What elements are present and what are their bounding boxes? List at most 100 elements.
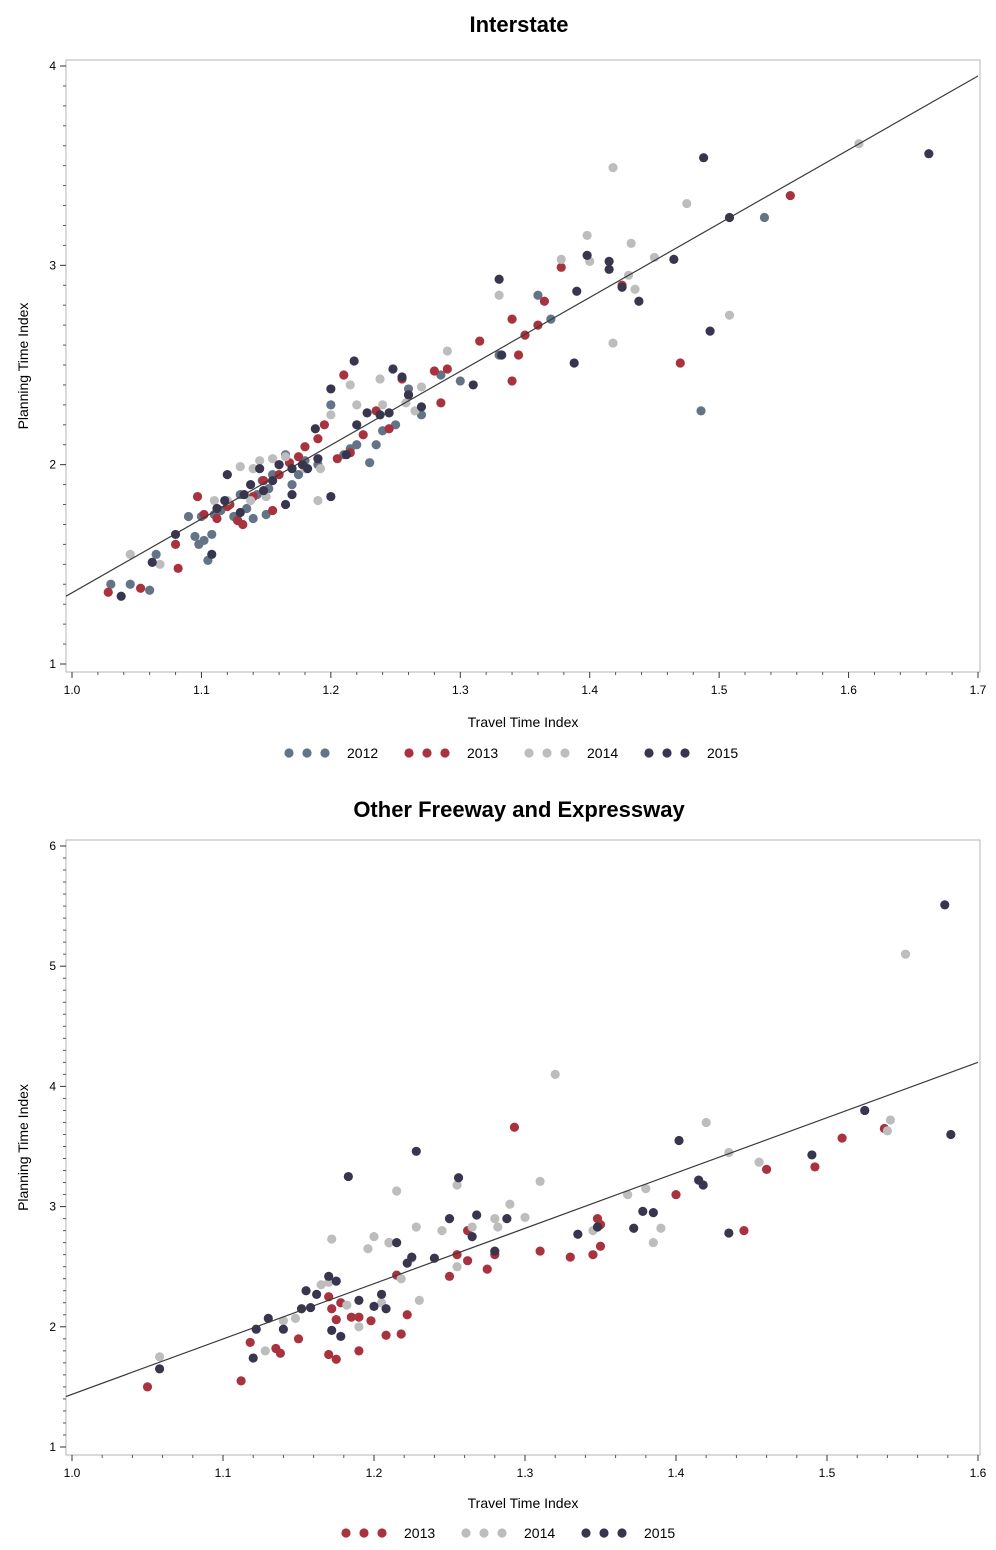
x-tick-label: 1.1 xyxy=(215,1466,232,1480)
data-point-2014 xyxy=(520,1212,530,1223)
data-point-2013 xyxy=(402,1310,412,1320)
data-point-2014 xyxy=(268,454,278,464)
data-point-2013 xyxy=(245,1337,255,1348)
data-point-2014 xyxy=(630,284,640,294)
legend-item-2015: 2015 xyxy=(581,1525,675,1541)
data-point-2014 xyxy=(556,254,566,264)
data-point-2014 xyxy=(352,400,362,410)
data-point-2014 xyxy=(626,238,636,249)
legend-marker xyxy=(479,1528,489,1538)
data-point-2015 xyxy=(248,1353,258,1363)
x-tick-label: 1.6 xyxy=(970,1466,987,1480)
data-point-2015 xyxy=(268,476,278,486)
x-axis: 1.0 1.1 1.2 1.3 1.4 1.5 1.6 1.7 xyxy=(64,672,987,697)
data-point-2015 xyxy=(331,1276,341,1286)
legend-label: 2014 xyxy=(524,1525,555,1541)
data-point-2013 xyxy=(810,1162,820,1172)
y-tick-label: 2 xyxy=(49,1320,56,1334)
y-axis-label: Planning Time Index xyxy=(15,1084,31,1211)
x-tick-label: 1.7 xyxy=(970,683,987,697)
x-tick-label: 1.0 xyxy=(64,683,81,697)
data-point-2015 xyxy=(305,1302,316,1313)
data-point-2012 xyxy=(455,376,465,386)
data-point-2014 xyxy=(411,1222,421,1232)
data-point-2015 xyxy=(280,499,291,510)
data-point-2014 xyxy=(369,1232,379,1242)
data-point-2012 xyxy=(352,440,362,450)
data-point-2013 xyxy=(592,1214,603,1224)
data-point-2013 xyxy=(507,376,517,386)
data-point-2012 xyxy=(151,549,161,559)
x-axis: 1.0 1.1 1.2 1.3 1.4 1.5 1.6 xyxy=(64,1455,987,1480)
series-2015 xyxy=(154,900,956,1374)
data-point-2013 xyxy=(513,350,524,360)
scatter-points xyxy=(142,900,956,1392)
data-point-2014 xyxy=(313,495,323,506)
data-point-2015 xyxy=(416,402,427,412)
y-tick-label: 2 xyxy=(49,458,56,472)
data-point-2013 xyxy=(332,454,342,464)
data-point-2015 xyxy=(453,1173,464,1183)
data-point-2013 xyxy=(173,563,183,573)
data-point-2015 xyxy=(604,264,614,274)
data-point-2015 xyxy=(397,372,407,382)
legend-item-2015: 2015 xyxy=(644,745,738,761)
data-point-2015 xyxy=(572,286,582,296)
data-point-2013 xyxy=(354,1346,364,1356)
data-point-2014 xyxy=(414,1295,424,1305)
y-axis-label: Planning Time Index xyxy=(15,303,31,430)
data-point-2015 xyxy=(327,1325,337,1336)
data-point-2015 xyxy=(403,390,414,400)
data-point-2013 xyxy=(170,539,181,550)
data-point-2015 xyxy=(381,1304,391,1314)
data-point-2015 xyxy=(207,549,217,559)
data-point-2015 xyxy=(154,1364,165,1374)
data-point-2013 xyxy=(142,1382,153,1392)
legend-marker xyxy=(560,748,570,758)
data-point-2014 xyxy=(656,1223,666,1233)
data-point-2015 xyxy=(324,1271,334,1281)
data-point-2014 xyxy=(535,1176,545,1186)
data-point-2013 xyxy=(238,519,248,530)
data-point-2015 xyxy=(352,420,362,430)
data-point-2014 xyxy=(260,1346,270,1356)
data-point-2015 xyxy=(326,384,336,394)
data-point-2014 xyxy=(493,1222,503,1232)
data-point-2013 xyxy=(556,262,566,272)
legend-marker xyxy=(662,748,672,758)
legend-marker xyxy=(617,1528,627,1538)
y-tick-label: 4 xyxy=(49,59,56,73)
data-point-2012 xyxy=(696,406,706,416)
legend-marker xyxy=(542,748,552,758)
data-point-2015 xyxy=(246,480,256,490)
data-point-2014 xyxy=(582,230,592,241)
data-point-2014 xyxy=(416,382,427,392)
chart-title: Other Freeway and Expressway xyxy=(353,797,685,822)
data-point-2014 xyxy=(384,1238,394,1248)
data-point-2015 xyxy=(301,1286,311,1296)
data-point-2012 xyxy=(248,513,258,524)
x-tick-label: 1.3 xyxy=(517,1466,534,1480)
data-point-2013 xyxy=(313,434,323,444)
data-point-2015 xyxy=(407,1252,417,1262)
data-point-2015 xyxy=(343,1171,353,1182)
data-point-2012 xyxy=(183,511,194,522)
data-point-2015 xyxy=(860,1105,870,1116)
scatter-points xyxy=(103,139,934,601)
data-point-2015 xyxy=(302,464,313,474)
data-point-2015 xyxy=(263,1313,273,1323)
data-point-2014 xyxy=(363,1244,373,1254)
data-point-2015 xyxy=(573,1229,583,1239)
data-point-2014 xyxy=(682,198,692,209)
data-point-2012 xyxy=(125,579,135,589)
y-tick-label: 5 xyxy=(49,959,56,973)
x-tick-label: 1.5 xyxy=(819,1466,836,1480)
data-point-2013 xyxy=(535,1246,545,1256)
data-point-2015 xyxy=(341,450,351,460)
data-point-2013 xyxy=(212,513,222,524)
data-point-2015 xyxy=(326,491,336,502)
y-tick-label: 1 xyxy=(49,1440,56,1454)
data-point-2015 xyxy=(468,380,478,390)
data-point-2014 xyxy=(452,1180,462,1190)
data-point-2015 xyxy=(411,1146,421,1156)
